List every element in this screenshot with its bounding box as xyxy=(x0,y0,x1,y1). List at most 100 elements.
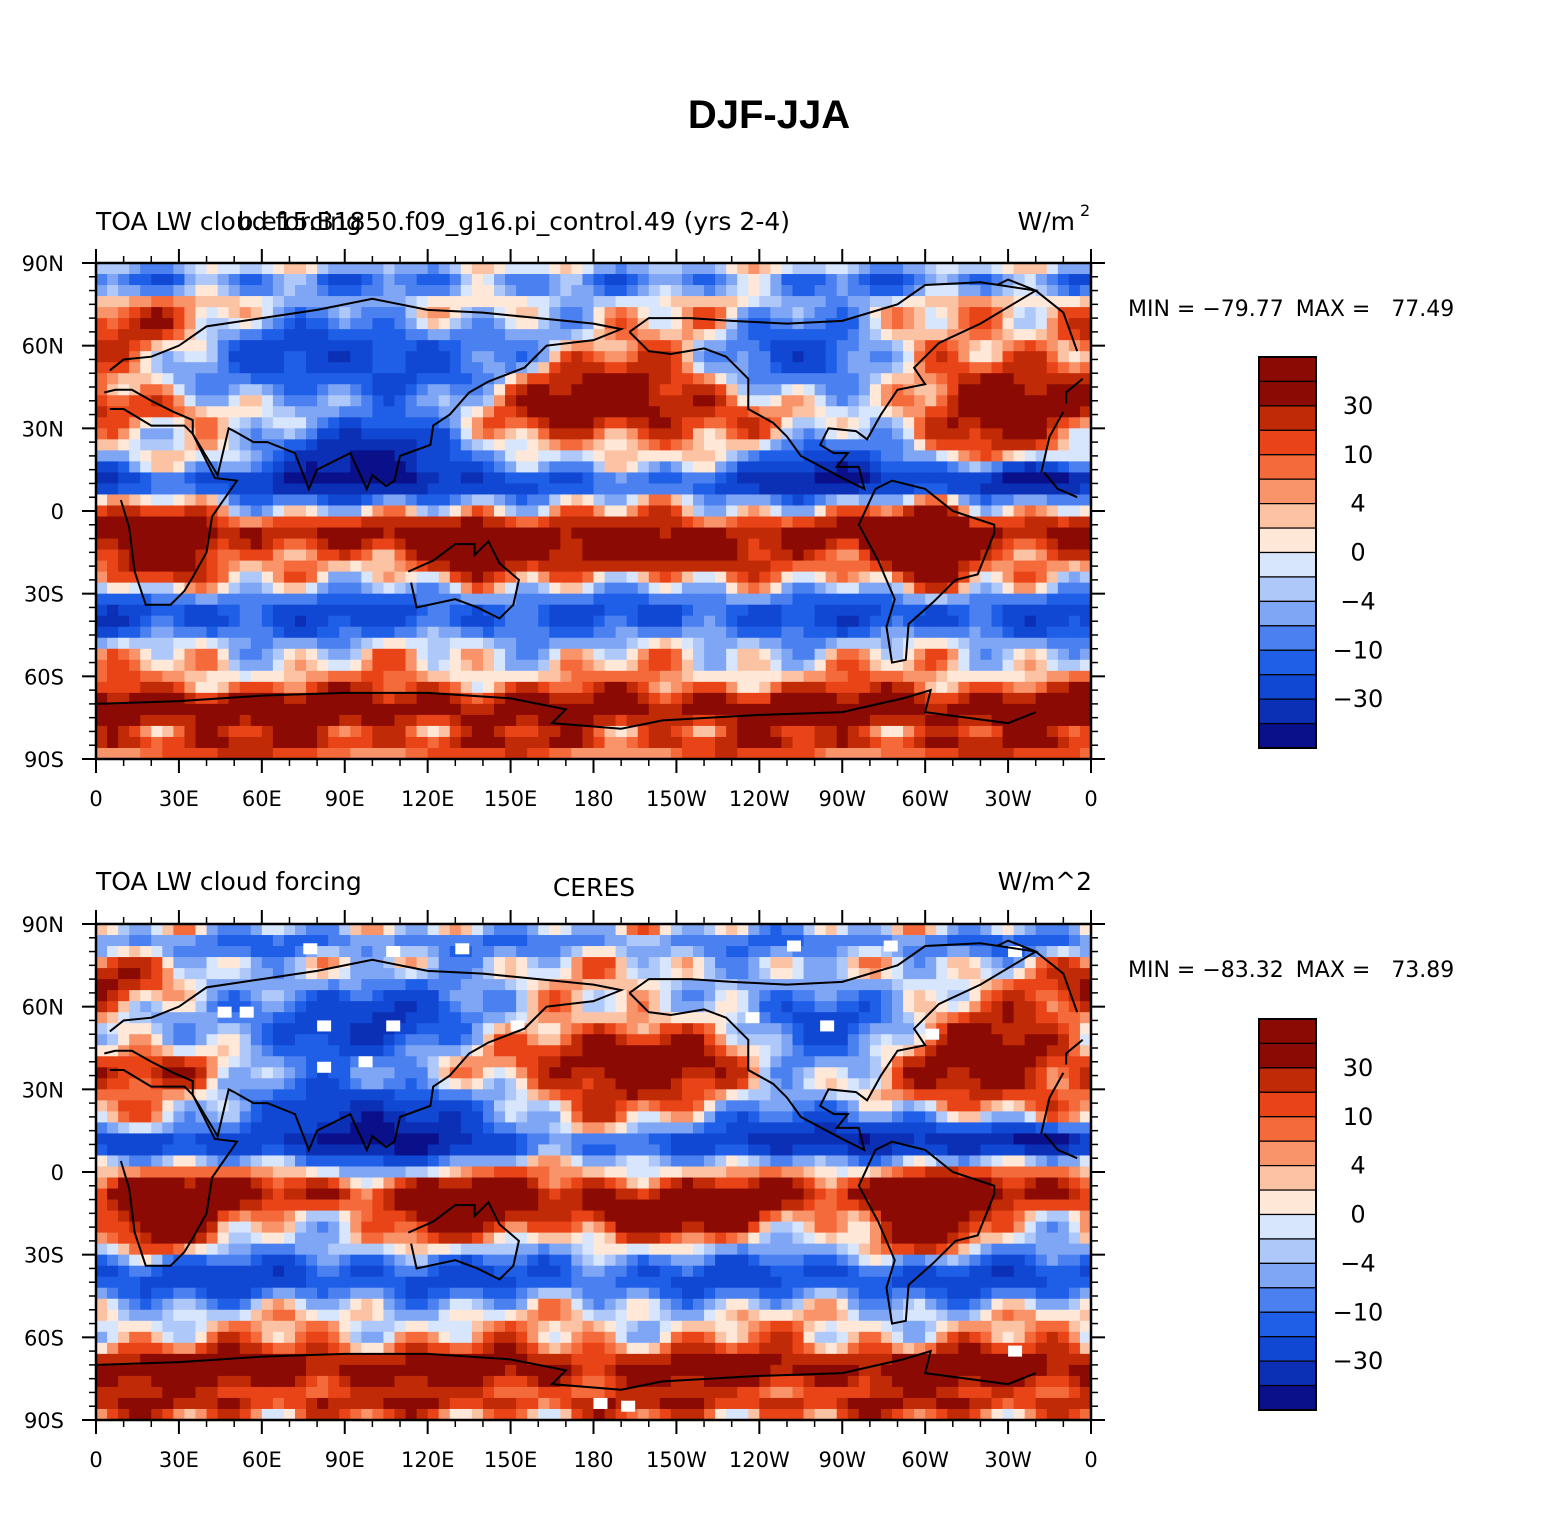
field-cell xyxy=(836,483,849,496)
colorbar-swatch xyxy=(1258,503,1317,529)
field-cell xyxy=(936,670,948,683)
field-cell xyxy=(1002,714,1015,727)
field-cell xyxy=(328,979,340,991)
field-cell xyxy=(250,725,263,738)
field-cell xyxy=(770,1001,783,1013)
field-cell xyxy=(582,714,595,727)
field-cell xyxy=(416,659,429,672)
field-cell xyxy=(516,560,528,573)
field-cell xyxy=(549,351,561,363)
field-cell xyxy=(781,362,794,374)
field-cell xyxy=(604,494,617,507)
field-cell xyxy=(604,395,617,407)
field-cell xyxy=(726,681,738,694)
field-cell xyxy=(681,736,694,749)
field-cell xyxy=(704,571,716,584)
field-cell xyxy=(162,648,174,661)
field-cell xyxy=(1046,516,1059,529)
field-cell xyxy=(792,692,805,705)
field-cell xyxy=(659,296,672,308)
field-cell xyxy=(162,1001,174,1013)
field-cell xyxy=(704,285,716,297)
field-cell xyxy=(903,461,915,474)
field-cell xyxy=(261,1001,274,1013)
field-cell xyxy=(858,703,871,716)
field-cell xyxy=(549,450,561,462)
field-cell xyxy=(560,494,572,507)
field-cell xyxy=(118,263,130,275)
field-cell xyxy=(173,461,186,474)
field-cell xyxy=(449,582,462,595)
field-cell xyxy=(582,648,595,661)
field-cell xyxy=(394,483,407,496)
field-cell xyxy=(217,450,230,462)
field-cell xyxy=(571,968,584,980)
field-cell xyxy=(361,626,373,639)
field-cell xyxy=(460,957,473,969)
field-cell xyxy=(107,494,119,507)
field-cell xyxy=(869,494,882,507)
field-cell xyxy=(471,615,484,628)
field-cell xyxy=(626,285,639,297)
field-cell xyxy=(372,351,385,363)
field-cell xyxy=(184,395,197,407)
field-cell xyxy=(759,340,771,352)
field-cell xyxy=(283,428,296,440)
ceres-panel: TOA LW cloud forcing CERES W/m^2 90N60N3… xyxy=(22,867,1455,1472)
field-cell xyxy=(892,362,904,374)
field-cell xyxy=(228,494,241,507)
field-cell xyxy=(748,736,760,749)
field-cell xyxy=(560,373,572,385)
field-cell xyxy=(858,307,871,319)
field-cell xyxy=(914,681,926,694)
field-cell xyxy=(184,494,197,507)
field-cell xyxy=(217,571,230,584)
field-cell xyxy=(129,461,141,474)
field-cell xyxy=(206,384,219,396)
field-cell xyxy=(715,428,727,440)
field-cell xyxy=(925,637,937,650)
max-label: MAX = xyxy=(1296,297,1378,322)
field-cell xyxy=(427,406,440,418)
field-cell xyxy=(405,373,418,385)
field-cell xyxy=(350,637,362,650)
field-cell xyxy=(1046,285,1059,297)
field-cell xyxy=(217,351,230,363)
field-cell xyxy=(394,604,407,617)
field-cell xyxy=(96,439,108,451)
field-cell xyxy=(107,527,119,540)
field-cell xyxy=(737,957,749,969)
field-cell xyxy=(825,615,838,628)
field-cell xyxy=(825,637,838,650)
field-cell xyxy=(681,659,694,672)
field-cell xyxy=(792,351,805,363)
field-cell xyxy=(748,626,760,639)
field-cell xyxy=(272,494,285,507)
field-cell xyxy=(637,395,650,407)
field-cell xyxy=(892,946,904,958)
field-cell xyxy=(438,274,451,286)
field-cell xyxy=(626,946,639,958)
field-cell xyxy=(659,681,672,694)
field-cell xyxy=(593,604,606,617)
field-cell xyxy=(538,483,550,496)
field-cell xyxy=(1002,957,1015,969)
colorbar-frame xyxy=(1258,356,1317,749)
field-cells xyxy=(96,263,1091,759)
field-cell xyxy=(372,362,385,374)
field-cell xyxy=(527,549,539,562)
field-cell xyxy=(449,461,462,474)
field-cell xyxy=(195,516,208,529)
field-cell xyxy=(880,571,893,584)
field-cell xyxy=(195,450,208,462)
lon-tick-label: 180 xyxy=(573,787,613,811)
field-cell xyxy=(560,968,572,980)
field-cell xyxy=(670,406,683,418)
field-cell xyxy=(958,648,970,661)
field-cell xyxy=(162,979,174,991)
field-cell xyxy=(1035,439,1048,451)
field-cell xyxy=(471,318,484,330)
field-cell xyxy=(969,670,982,683)
field-cell xyxy=(328,560,340,573)
field-cell xyxy=(206,483,219,496)
